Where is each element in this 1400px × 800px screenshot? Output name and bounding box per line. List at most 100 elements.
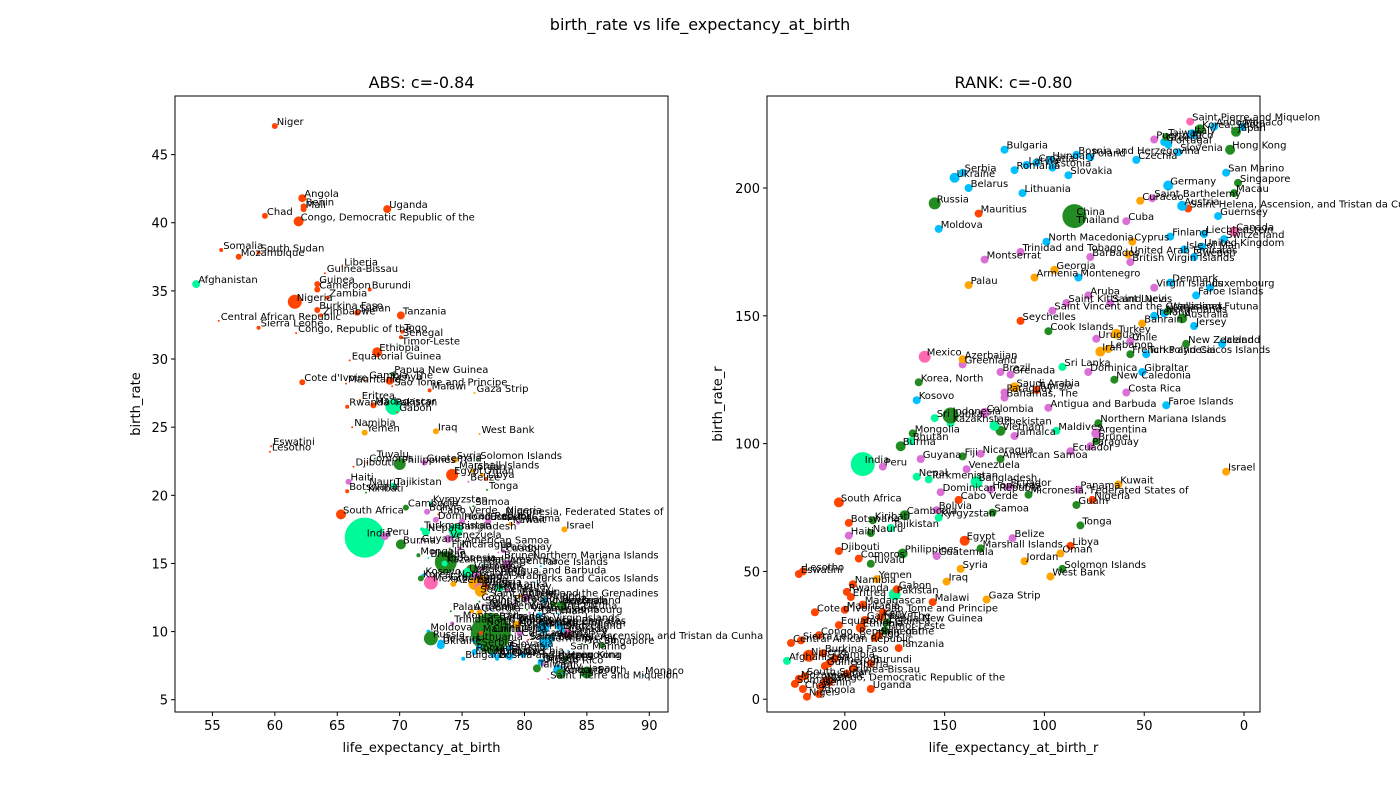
data-point (450, 580, 457, 587)
data-point (882, 618, 891, 627)
data-point-label: Bosnia and Herzegovina (1078, 146, 1199, 157)
data-point-label: Indonesia (953, 407, 1001, 418)
data-point-label: Angola (304, 189, 339, 200)
data-point-label: Saint Barthelemy (1154, 189, 1241, 200)
data-point (268, 450, 271, 453)
y-tick-label: 0 (752, 693, 760, 708)
data-point (1234, 178, 1242, 187)
data-point-label: Singapore (604, 636, 654, 647)
data-point-label: Sri Lanka (1064, 358, 1110, 369)
data-point-label: Papua New Guinea (889, 614, 983, 625)
data-point-label: Botswana (349, 482, 398, 493)
data-point (1174, 148, 1183, 157)
data-point-label: Cook Islands (482, 593, 545, 604)
data-point (1177, 313, 1188, 324)
data-point (256, 250, 261, 255)
data-point-label: Japan (1237, 123, 1266, 134)
abs-x-axis-label: life_expectancy_at_birth (343, 741, 501, 756)
data-point (490, 651, 497, 658)
data-point (314, 286, 321, 293)
data-point-label: Fiji (965, 447, 978, 458)
data-point-label: Dominican Republic (943, 483, 1042, 494)
data-point (1162, 132, 1171, 141)
data-point (1225, 144, 1236, 155)
data-point-label: Portugal (1170, 136, 1211, 147)
data-point-label: Taiwan (1167, 128, 1202, 139)
data-point-label: Bolivia (939, 501, 972, 512)
data-point-label: New Caledonia (1116, 371, 1191, 382)
data-point-label: Gaza Strip (477, 384, 529, 395)
data-point (503, 513, 506, 516)
data-point (390, 372, 395, 376)
data-point-label: Switzerland (1226, 230, 1284, 241)
data-point (1088, 495, 1097, 504)
data-point (958, 168, 967, 177)
data-point-label: Lesotho (272, 443, 311, 454)
data-point (536, 612, 543, 619)
data-point-label: Slovakia (512, 639, 554, 650)
data-point-label: Cuba (1128, 212, 1154, 223)
data-point (474, 584, 487, 597)
data-point (235, 253, 242, 260)
data-point (508, 521, 513, 526)
data-point-label: Ethiopia (863, 619, 904, 630)
data-point-label: Bulgaria (465, 650, 506, 661)
data-point (261, 212, 268, 219)
data-point-label: Kazakhstan (447, 555, 505, 566)
data-point (366, 378, 369, 381)
data-point-label: Sweden (561, 617, 601, 628)
x-tick-label: 50 (1136, 719, 1153, 734)
data-point (866, 559, 875, 568)
data-point (511, 602, 513, 604)
data-point (448, 547, 451, 550)
data-point-label: Central African Republic (793, 634, 913, 645)
data-point-label: Nepal (919, 468, 948, 479)
data-point (352, 465, 355, 468)
data-point-label: Ireland (1156, 307, 1191, 318)
data-point-label: Zambia (837, 649, 875, 660)
data-point (472, 639, 477, 644)
data-point-label: Finland (1172, 228, 1208, 239)
data-point-label: Mauritania (847, 601, 900, 612)
data-point (886, 524, 895, 532)
data-point-label: Vietnam (1003, 422, 1045, 433)
data-point-label: Benin (306, 197, 334, 208)
data-point-label: Germany (1170, 177, 1216, 188)
data-point-label: Zambia (329, 289, 367, 300)
data-point-label: Congo, Democratic Republic of the (831, 672, 1005, 683)
data-point (483, 477, 488, 481)
data-point (395, 539, 406, 550)
data-point-label: Kiribati (368, 484, 403, 495)
data-point (560, 672, 563, 675)
data-point (478, 566, 483, 571)
rank-y-axis-label: birth_rate_r (711, 366, 726, 442)
data-point-label: Sudan (359, 304, 391, 315)
data-point-label: Croatia (1039, 154, 1075, 165)
data-point-label: Lithuania (477, 632, 523, 643)
x-tick-label: 80 (516, 719, 533, 734)
data-point (1187, 129, 1198, 140)
data-point (1006, 370, 1015, 379)
data-point-label: Mauritius (483, 624, 529, 635)
y-tick-label: 10 (151, 626, 168, 641)
data-point (1010, 166, 1019, 175)
data-point (295, 332, 298, 335)
data-point-label: Latvia (475, 646, 505, 657)
data-point-label: Russia (433, 629, 465, 640)
data-point-label: Palau (453, 602, 480, 613)
data-point-label: Paraguay (1007, 384, 1054, 395)
data-point-label: Tanzania (900, 639, 945, 650)
data-point (1066, 541, 1075, 550)
data-point-label: Oman (1062, 545, 1092, 556)
data-point (1072, 150, 1081, 159)
data-point (515, 625, 519, 630)
data-point (833, 497, 844, 508)
data-point (580, 666, 593, 679)
data-point (598, 642, 605, 649)
data-point-label: Cameroon (831, 654, 882, 665)
data-point-label: Saint Vincent and the Grenadines (490, 589, 658, 600)
data-point (1016, 247, 1025, 256)
data-point (385, 376, 394, 385)
data-point-label: Sierra Leone (803, 631, 866, 642)
